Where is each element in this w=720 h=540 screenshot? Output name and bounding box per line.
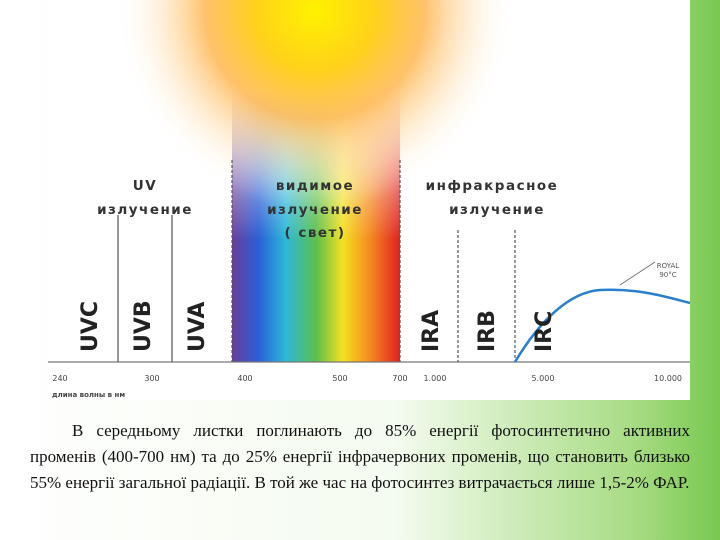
region-title: UV <box>133 178 157 194</box>
paragraph: В середньому листки поглинають до 85% ен… <box>30 421 690 492</box>
region-subtitle: излучение <box>97 202 193 218</box>
axis-tick: 5.000 <box>532 374 555 383</box>
axis-tick: 500 <box>332 374 347 383</box>
region-note: ( свет) <box>284 225 345 241</box>
band-label: IRA <box>419 310 444 352</box>
region-title: инфракрасное <box>426 178 559 194</box>
axis-tick: 300 <box>144 374 159 383</box>
band-label: IRC <box>532 311 557 352</box>
axis-tick: 1.000 <box>424 374 447 383</box>
region-subtitle: излучение <box>267 202 363 218</box>
radiation-curve <box>513 288 691 363</box>
axis-tick: 240 <box>52 374 67 383</box>
axis-tick: 10.000 <box>654 374 682 383</box>
band-label: UVC <box>78 301 103 352</box>
band-label: IRB <box>475 310 500 352</box>
region-title: видимое <box>276 178 354 194</box>
spectrum-diagram: ROYAL 90°C UV излучение видимое излучени… <box>48 0 691 400</box>
curve-label: 90°C <box>659 271 676 279</box>
band-label: UVA <box>185 302 210 352</box>
region-subtitle: излучение <box>449 202 545 218</box>
axis-tick: 700 <box>392 374 407 383</box>
axis-label: длина волны в нм <box>52 391 125 399</box>
band-label: UVB <box>131 300 156 352</box>
sun <box>115 0 515 210</box>
curve-label: ROYAL <box>657 262 680 270</box>
axis-tick: 400 <box>237 374 252 383</box>
